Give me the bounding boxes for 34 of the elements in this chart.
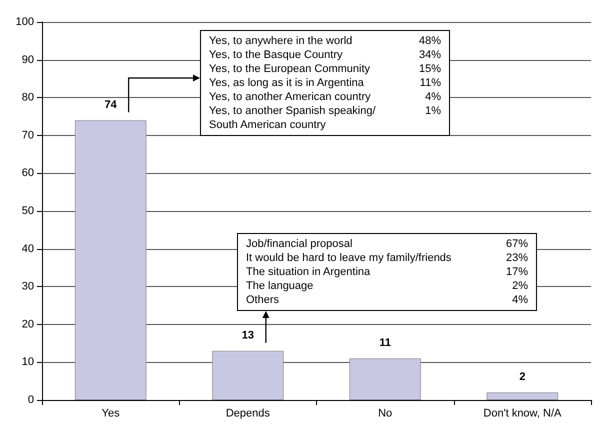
text: Yes, to the Basque Country 34% [209,49,441,61]
text: Yes, to another American country 4% [209,91,441,103]
text: The language 2% [246,280,528,292]
bar [212,350,284,400]
data-label: 11 [379,336,391,349]
y-tick-label: 0 [28,394,34,406]
x-tick-label: No [378,408,392,420]
y-tick-label: 90 [22,54,34,66]
text: Others 4% [246,294,528,306]
text: Yes, to another Spanish speaking/ South American country 1% [209,105,441,131]
y-tick-label: 70 [22,129,34,142]
y-tick-label: 50 [22,205,34,217]
data-label: 13 [242,329,254,342]
x-tick-label: Don't know, N/A [483,408,562,420]
text: It would be hard to leave my family/friends 23% [246,252,528,264]
y-tick-label: 100 [16,16,34,28]
text: The situation in Argentina 17% [246,266,528,278]
bar [486,392,558,400]
bar [74,120,146,400]
bar [349,358,421,400]
y-tick-label: 30 [22,280,34,293]
text: Yes, as long as it is in Argentina 11% [209,77,441,89]
y-tick-label: 80 [22,92,34,104]
y-tick-label: 40 [22,242,34,255]
y-tick-label: 20 [22,318,34,330]
data-label: 74 [104,98,118,111]
text: Yes, to anywhere in the world 48% [209,35,441,47]
y-tick-label: 10 [22,356,34,368]
x-tick-label: Yes [102,408,120,420]
text: Yes, to the European Community 15% [209,63,441,75]
x-tick-label: Depends [226,408,270,420]
y-tick-label: 60 [22,167,34,180]
text: Job/financial proposal 67% [246,238,528,250]
data-label: 2 [519,370,526,383]
